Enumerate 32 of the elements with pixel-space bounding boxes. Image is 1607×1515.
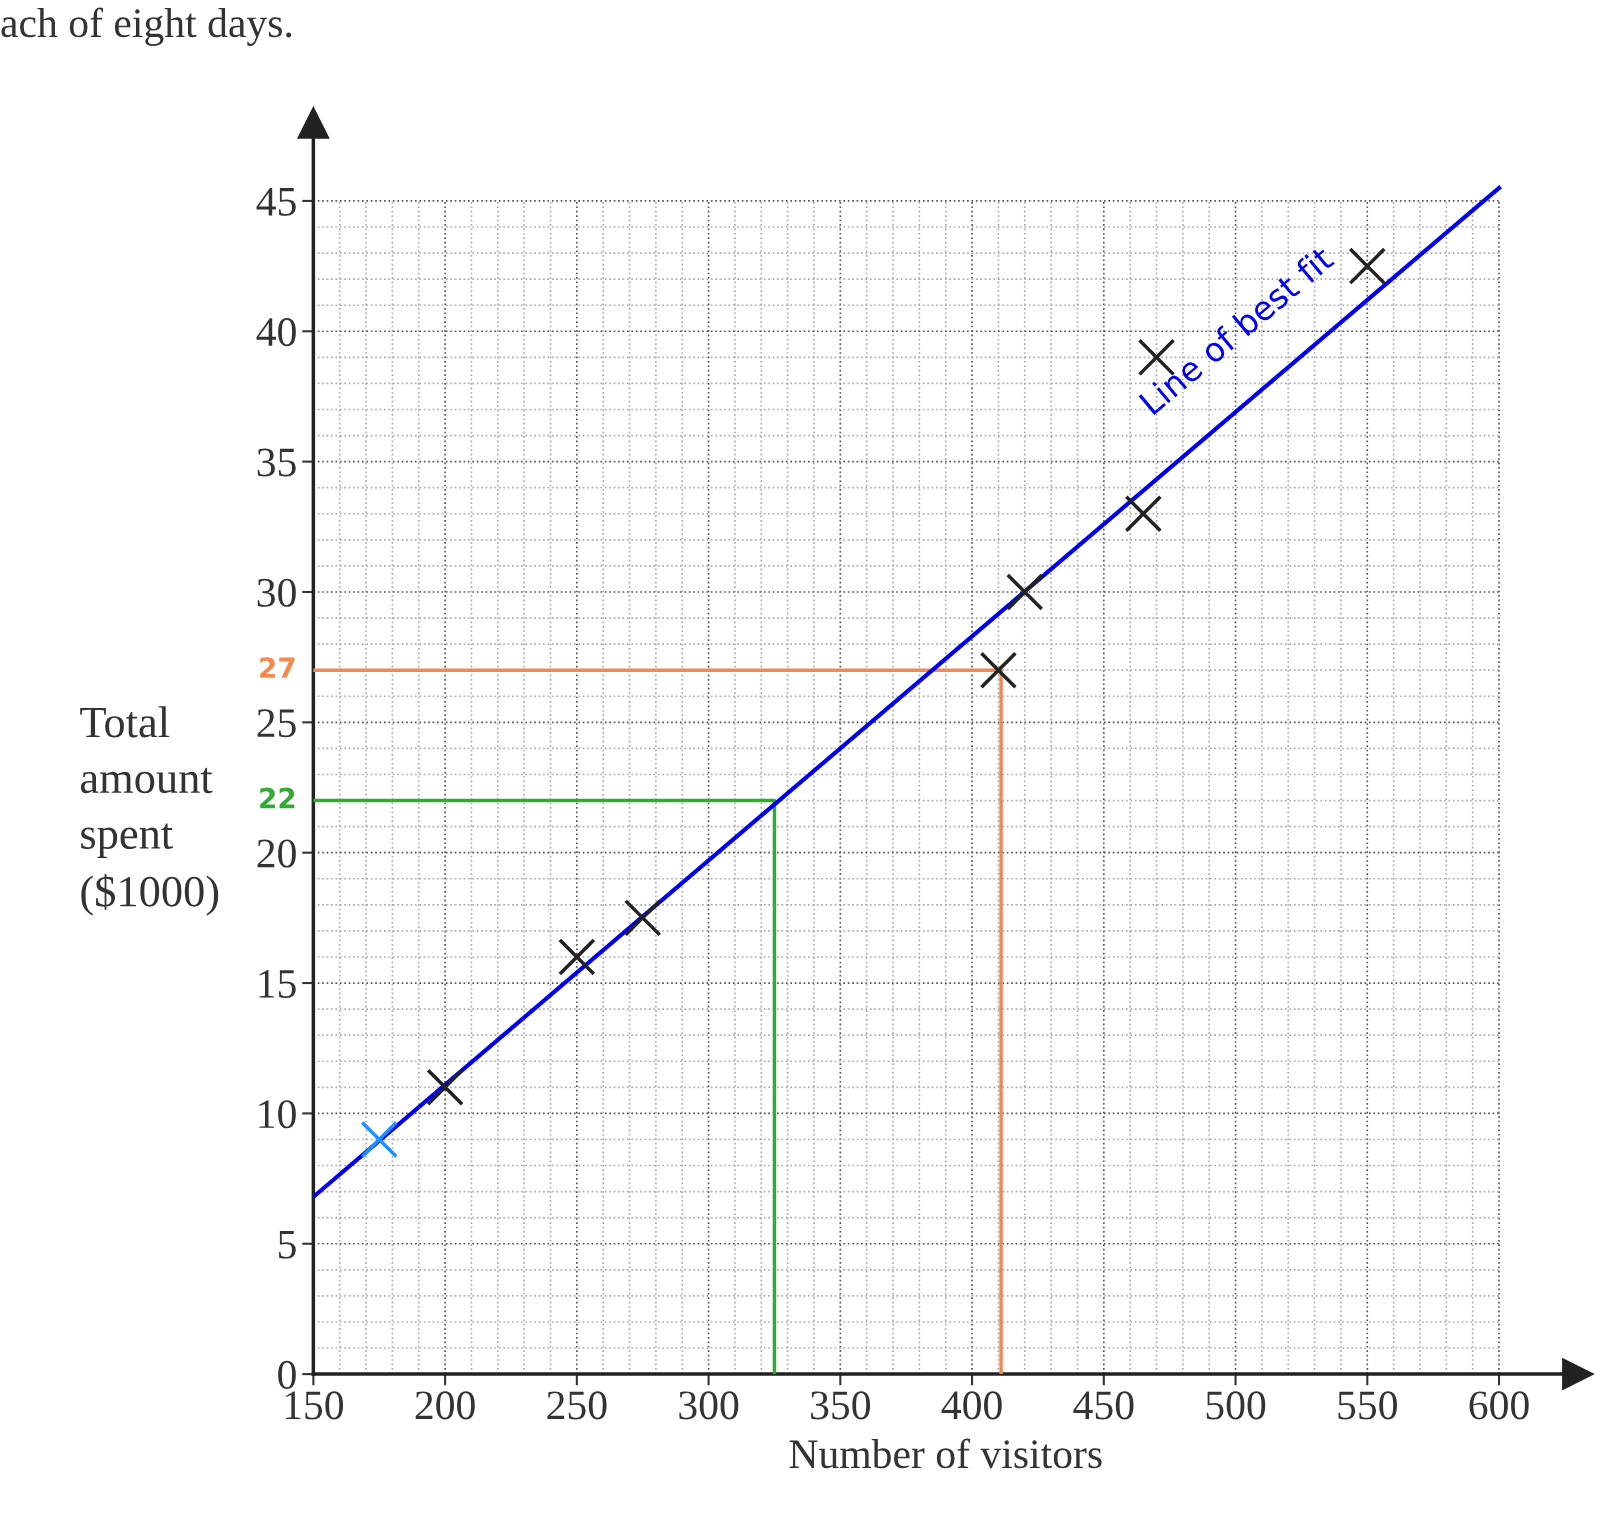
y-tick-label: 45 [256,187,296,216]
y-tick-label: 30 [257,578,296,607]
point [1124,495,1163,533]
x-axis-title: Number of visitors [789,1438,1102,1469]
x-tick-label: 600 [1469,1391,1529,1420]
text: ach of eight days. [1,7,292,46]
x-tick-label: 400 [941,1391,1002,1420]
y-axis-title: Total amount spent ($1000) [80,706,219,916]
point [1006,573,1044,611]
x-tick-label: 150 [285,1391,344,1420]
y-tick-label: 20 [257,839,296,868]
x-tick-label: 300 [679,1391,739,1420]
y-tick-label: 0 [278,1360,296,1389]
y-tick-label: 15 [259,970,296,998]
x-tick-label: 250 [547,1391,607,1420]
point [558,938,596,976]
annotation: 27 [260,657,295,678]
y-tick-label: 35 [257,448,296,477]
y-tick-label: 40 [256,318,296,347]
point [1348,247,1387,285]
y-tick-label: 25 [257,709,296,738]
x-tick-label: 450 [1073,1391,1134,1420]
x-tick-label: 500 [1206,1391,1266,1420]
x-tick-label: 550 [1338,1391,1397,1420]
x-tick-label: 200 [415,1391,475,1420]
point [623,899,662,937]
point [360,1120,398,1159]
x-tick-label: 350 [811,1391,870,1420]
y-tick-label: 10 [259,1100,296,1129]
annotation: 22 [260,787,295,809]
y-tick-label: 5 [278,1230,296,1259]
point [426,1068,464,1107]
